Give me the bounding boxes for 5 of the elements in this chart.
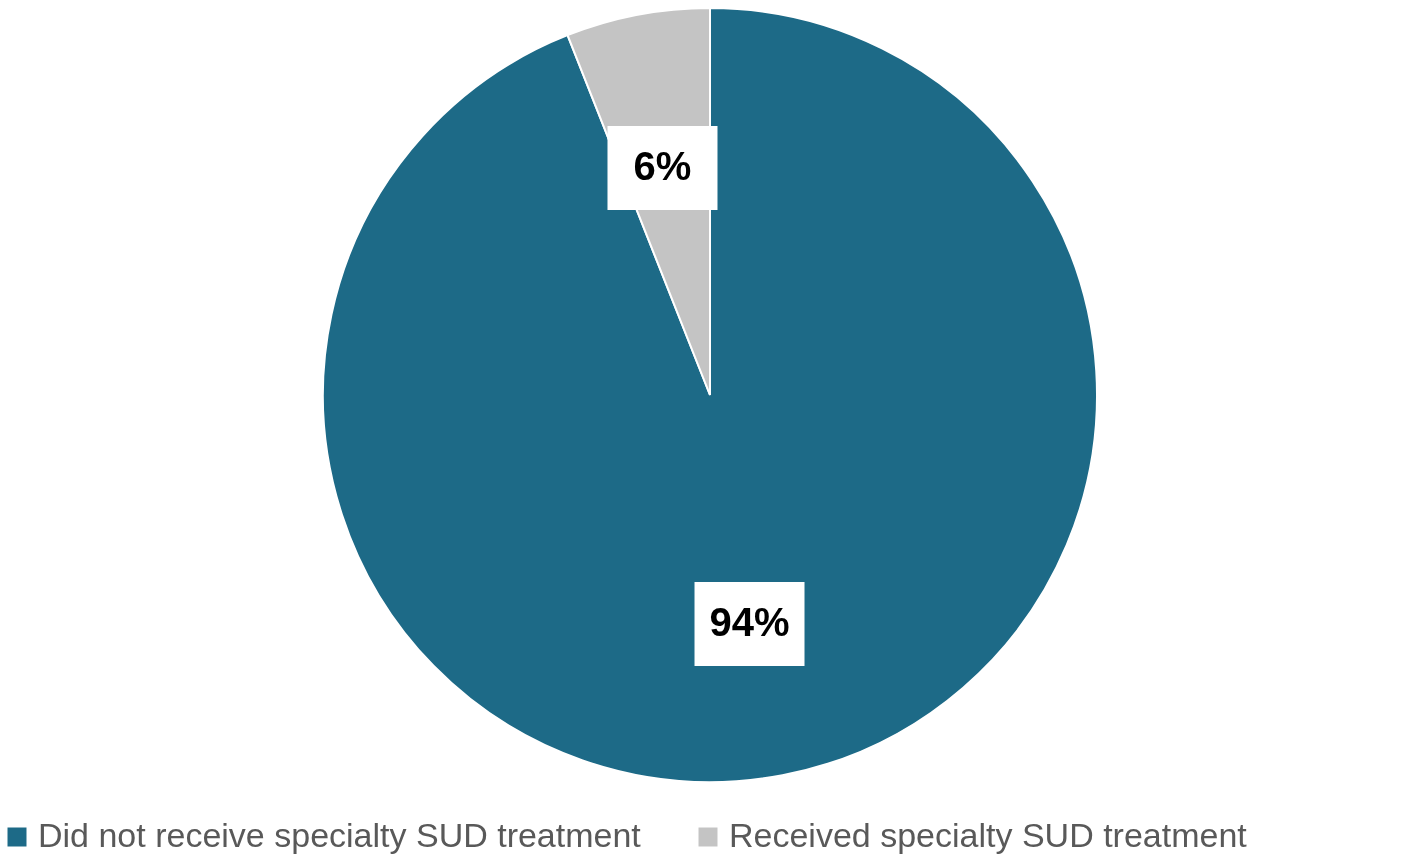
data-label: 94% [709,600,790,645]
legend-label: Received specialty SUD treatment [729,816,1248,854]
pie-slice [322,7,1098,783]
legend-label: Did not receive specialty SUD treatment [38,816,642,854]
data-label: 6% [633,143,692,188]
